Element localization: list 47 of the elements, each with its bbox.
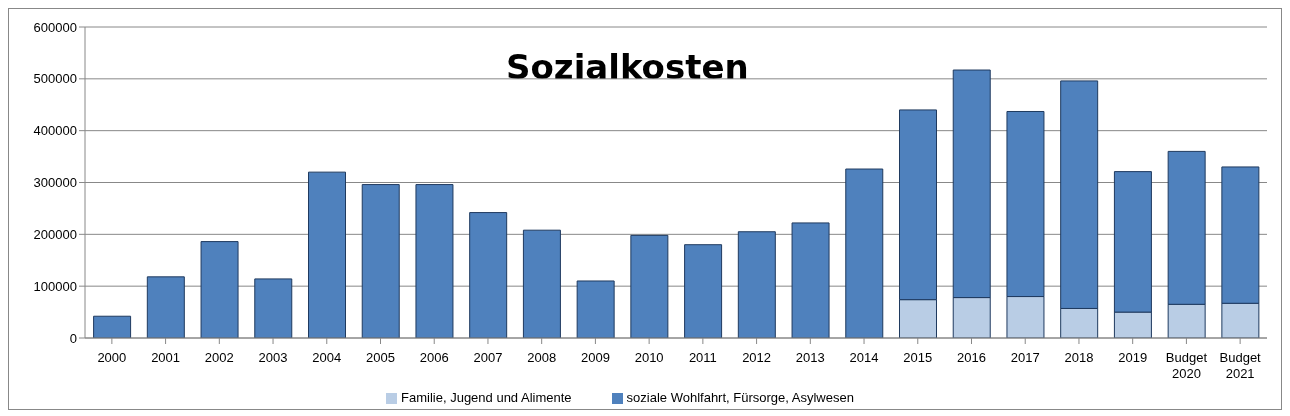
x-tick-label: 2006: [419, 350, 449, 365]
y-tick-label: 400000: [33, 123, 77, 139]
x-tick-label: 2012: [742, 350, 772, 365]
x-tick-label: 2018: [1064, 350, 1094, 365]
bar: [791, 222, 830, 338]
x-tick-label: 2014: [849, 350, 879, 365]
bar: [576, 280, 615, 338]
x-tick-label: 2016: [957, 350, 986, 365]
x-tick-label: Budget 2021: [1219, 350, 1262, 381]
bar: [93, 315, 132, 338]
x-tick-label: 2002: [204, 350, 234, 365]
bar: [200, 241, 239, 338]
bar: [845, 168, 884, 338]
bar: [630, 234, 669, 338]
x-tick-label: 2015: [903, 350, 933, 365]
y-tick-label: 200000: [33, 226, 77, 242]
x-tick-label: 2019: [1118, 350, 1148, 365]
bar: [684, 244, 723, 338]
x-tick-label: 2004: [312, 350, 342, 365]
y-tick-label: 0: [69, 330, 77, 346]
legend-label: soziale Wohlfahrt, Fürsorge, Asylwesen: [626, 390, 854, 405]
x-tick-label: 2003: [258, 350, 288, 365]
x-tick-label: 2010: [634, 350, 664, 365]
x-tick-label: 2017: [1010, 350, 1040, 365]
bar: [737, 231, 776, 338]
x-tick-label: 2001: [151, 350, 181, 365]
bar: [469, 212, 508, 338]
x-tick-label: Budget 2020: [1165, 350, 1208, 381]
bar: [254, 278, 293, 338]
x-tick-label: 2005: [366, 350, 395, 365]
y-tick-label: 300000: [33, 175, 77, 191]
bar: [308, 171, 347, 338]
x-tick-label: 2009: [580, 350, 610, 365]
x-tick-label: 2013: [795, 350, 825, 365]
x-tick-label: 2007: [473, 350, 503, 365]
legend-label: Familie, Jugend und Alimente: [401, 390, 572, 405]
y-tick-label: 100000: [33, 278, 77, 294]
x-tick-label: 2000: [97, 350, 127, 365]
bar: [522, 229, 561, 338]
bar: [361, 184, 400, 338]
y-tick-label: 600000: [33, 19, 77, 35]
x-tick-label: 2008: [527, 350, 557, 365]
y-tick-label: 500000: [33, 71, 77, 87]
bar: [415, 184, 454, 338]
x-tick-label: 2011: [688, 350, 717, 365]
bar: [146, 276, 185, 338]
text: Sozialkosten: [506, 47, 749, 87]
